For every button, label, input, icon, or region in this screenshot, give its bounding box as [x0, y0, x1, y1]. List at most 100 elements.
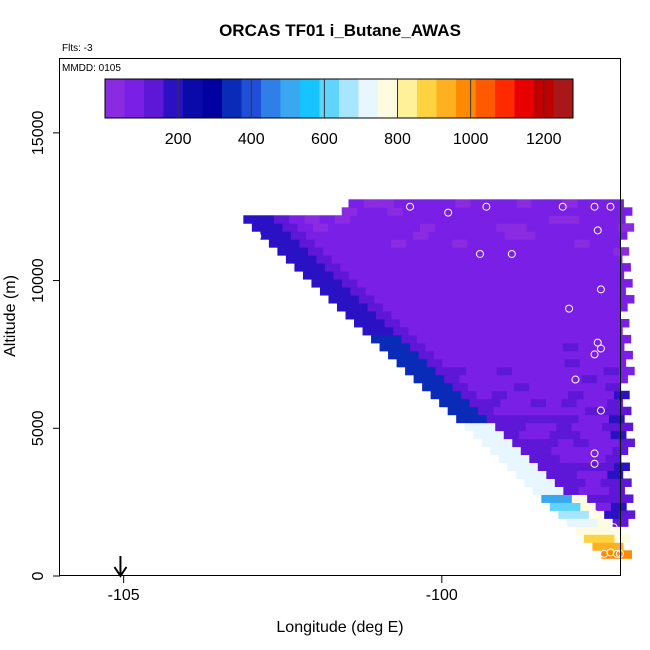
heatmap-cell [445, 318, 462, 328]
heatmap-cell [336, 231, 353, 240]
heatmap-cell [516, 199, 533, 208]
heatmap-cell [542, 366, 559, 376]
date-note: MMDD: 0105 [62, 63, 121, 74]
heatmap-cell [603, 223, 619, 232]
heatmap-cell [586, 422, 603, 432]
heatmap-cell [515, 255, 531, 264]
heatmap-cell [530, 326, 547, 336]
heatmap-cell [403, 279, 419, 288]
heatmap-cell [565, 502, 581, 511]
heatmap-cell [588, 510, 605, 519]
heatmap-cell [285, 255, 302, 264]
heatmap-cell [409, 199, 426, 208]
heatmap-cell [614, 462, 630, 472]
heatmap-cell [340, 263, 357, 272]
heatmap-cell [522, 462, 539, 472]
heatmap-cell [362, 326, 379, 336]
heatmap-cell [396, 287, 413, 296]
sample-point [593, 552, 602, 561]
heatmap-cell [571, 350, 588, 360]
colorbar-swatch [222, 79, 242, 118]
heatmap-cell [532, 271, 548, 280]
heatmap-cell [465, 295, 482, 304]
heatmap-cell [520, 231, 536, 240]
sample-point [565, 304, 574, 313]
heatmap-cell [491, 247, 507, 256]
heatmap-cell [563, 414, 579, 424]
heatmap-cell [350, 215, 367, 224]
heatmap-cell [603, 366, 620, 376]
heatmap-cell [462, 406, 479, 416]
heatmap-cell [520, 446, 537, 456]
x-axis: -105 -100 [108, 576, 458, 604]
heatmap-cell [564, 215, 580, 224]
heatmap-cell [586, 350, 603, 360]
heatmap-cell [596, 374, 613, 384]
heatmap-cell [556, 494, 573, 503]
sample-point [600, 549, 609, 558]
heatmap-cell [347, 255, 363, 264]
heatmap-cell [319, 215, 336, 224]
heatmap-cell [492, 263, 509, 272]
heatmap-cell [594, 287, 611, 296]
heatmap-cell [571, 494, 588, 503]
heatmap-cell [353, 247, 370, 256]
heatmap-cell [576, 255, 592, 264]
heatmap-cell [584, 263, 601, 272]
heatmap-cell [375, 239, 392, 248]
heatmap-cell [532, 486, 549, 495]
heatmap-cell [372, 279, 389, 288]
heatmap-cell [243, 215, 260, 224]
heatmap-cell [476, 390, 493, 400]
sample-point [342, 167, 351, 176]
heatmap-cell [465, 223, 482, 232]
sample-point [310, 202, 319, 211]
colorbar-swatch [183, 79, 203, 118]
heatmap-cell [389, 223, 406, 232]
heatmap-cell [519, 430, 535, 440]
heatmap-cell [618, 295, 635, 304]
heatmap-cell [598, 390, 615, 400]
heatmap-cell [581, 303, 598, 312]
heatmap-cell [564, 287, 581, 296]
heatmap-cell [372, 207, 389, 216]
heatmap-cell [577, 199, 594, 208]
colorbar-tick-label: 1200 [526, 131, 562, 148]
heatmap-cell [379, 199, 395, 208]
heatmap-cell [413, 303, 430, 312]
heatmap-cell [533, 287, 550, 296]
heatmap-cell [615, 334, 632, 344]
heatmap-cell [455, 342, 472, 352]
heatmap-cell [592, 470, 608, 480]
heatmap-cell [582, 247, 599, 256]
colorbar-swatch [495, 79, 515, 118]
sample-point [596, 285, 605, 294]
heatmap-cell [592, 542, 609, 551]
heatmap-cell [595, 358, 611, 368]
heatmap-cell [406, 239, 423, 248]
heatmap-cell [583, 390, 600, 400]
heatmap-cell [555, 207, 572, 216]
heatmap-cell [555, 279, 572, 288]
heatmap-cell [566, 303, 582, 312]
heatmap-cell [418, 279, 435, 288]
heatmap-cell [543, 239, 560, 248]
heatmap-cell [615, 478, 632, 487]
heatmap-cell [585, 406, 601, 416]
heatmap-cell [525, 279, 542, 288]
heatmap-cell [600, 550, 617, 559]
heatmap-cell [430, 247, 446, 256]
y-axis-label: Altitude (m) [2, 275, 19, 357]
heatmap-cell [355, 263, 372, 272]
heatmap-cell [495, 422, 512, 432]
heatmap-cell [435, 295, 452, 304]
colorbar-swatch [553, 79, 574, 118]
colorbar-tick-label: 1000 [453, 131, 489, 148]
sample-point [590, 509, 599, 518]
heatmap-cell [601, 350, 618, 360]
heatmap-cell [440, 342, 457, 352]
heatmap-cell [418, 207, 434, 216]
heatmap-cell [542, 295, 559, 304]
heatmap-cell [570, 207, 587, 216]
heatmap-cell [396, 358, 413, 368]
